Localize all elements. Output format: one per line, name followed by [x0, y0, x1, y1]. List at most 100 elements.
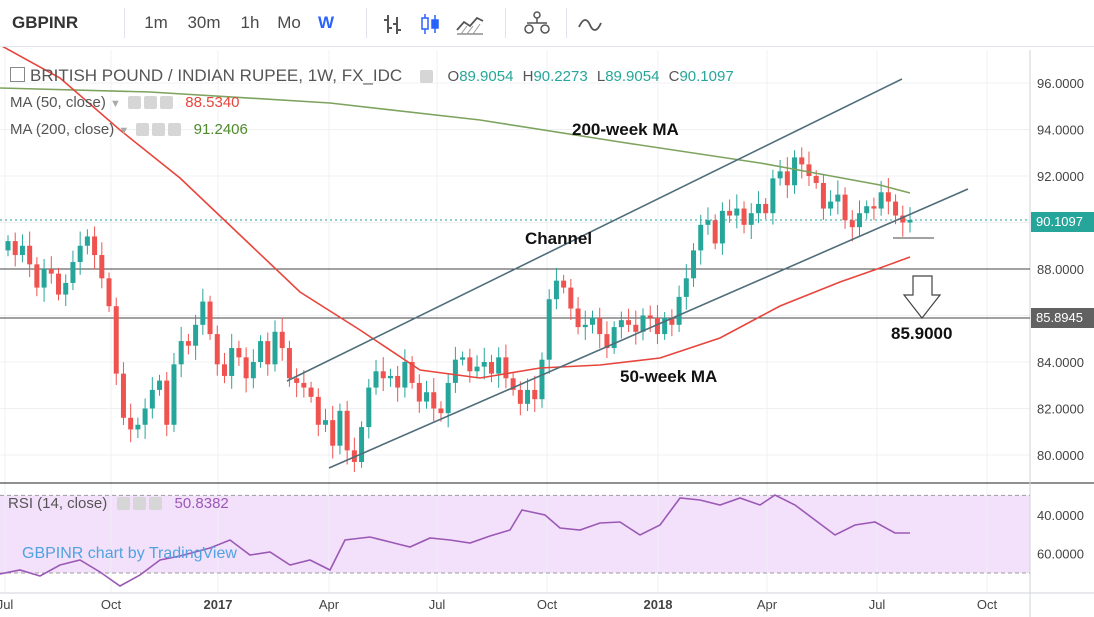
- ohlc-low-value: 89.9054: [605, 68, 660, 85]
- candle: [806, 151, 812, 186]
- interval-30m-button[interactable]: 30m: [187, 13, 221, 32]
- current-price-badge: 90.1097: [1031, 212, 1094, 232]
- candle-body: [34, 264, 40, 288]
- candle: [517, 381, 523, 416]
- y-tick-label: 96.0000: [1037, 76, 1084, 91]
- rsi-settings-icon[interactable]: [133, 497, 147, 510]
- candle-body: [344, 410, 350, 451]
- candle-body: [517, 389, 523, 404]
- interval-week-button[interactable]: W: [317, 13, 335, 32]
- candle: [63, 274, 69, 306]
- candle: [171, 352, 177, 432]
- compare-icon[interactable]: [521, 10, 553, 36]
- candle-body: [618, 320, 624, 328]
- candle-body: [438, 408, 444, 414]
- ma50-settings-icon[interactable]: [144, 96, 158, 109]
- candle-body: [481, 362, 487, 367]
- candle-body: [63, 282, 69, 295]
- chart-area[interactable]: Jul Oct 2017 Apr Jul Oct 2018 Apr Jul Oct 80.0000 8…: [0, 47, 1094, 617]
- candle: [409, 356, 415, 389]
- candle-body: [431, 392, 437, 409]
- candle-body: [467, 357, 473, 372]
- ma50-dropdown-icon[interactable]: ▼: [110, 98, 121, 110]
- candle-body: [243, 357, 249, 379]
- ma200-settings-icon[interactable]: [152, 123, 166, 136]
- candle-body: [5, 241, 11, 251]
- candle-body: [719, 210, 725, 244]
- candle: [871, 197, 877, 220]
- candle-body: [128, 417, 134, 430]
- rsi-close-icon[interactable]: [149, 497, 163, 510]
- candle: [128, 403, 134, 443]
- interval-1m-button[interactable]: 1m: [144, 13, 168, 32]
- candle-body: [286, 348, 292, 379]
- visibility-eye-icon[interactable]: [420, 70, 434, 83]
- x-tick-label: Jul: [0, 597, 13, 612]
- ma200-close-icon[interactable]: [168, 123, 182, 136]
- candle: [70, 250, 76, 291]
- candle-body: [669, 317, 675, 325]
- candle: [431, 378, 437, 422]
- candle: [481, 347, 487, 380]
- candle-body: [19, 245, 25, 256]
- candle-body: [106, 278, 112, 307]
- candle: [178, 326, 184, 378]
- bars-chart-icon[interactable]: [382, 11, 404, 37]
- candle: [149, 377, 155, 419]
- candle: [27, 231, 33, 278]
- channel-upper-line: [286, 78, 903, 382]
- ma200-eye-icon[interactable]: [136, 123, 150, 136]
- candle: [698, 214, 704, 265]
- candle: [597, 307, 603, 349]
- interval-1h-button[interactable]: 1h: [240, 13, 260, 32]
- area-chart-icon[interactable]: [455, 11, 485, 37]
- ma200-dropdown-icon[interactable]: ▼: [118, 125, 130, 137]
- candle: [755, 191, 761, 224]
- indicators-icon[interactable]: [577, 12, 603, 38]
- y-tick-label: 88.0000: [1037, 262, 1084, 277]
- candle-body: [792, 157, 798, 186]
- candle: [221, 352, 227, 384]
- candle: [265, 332, 271, 376]
- candle: [106, 272, 112, 313]
- candle-body: [604, 334, 610, 349]
- symbol-search-button[interactable]: GBPINR: [12, 13, 79, 32]
- candle-body: [200, 301, 206, 325]
- candle-body: [597, 317, 603, 335]
- candle: [142, 398, 148, 439]
- candle-body: [727, 210, 733, 216]
- candle: [41, 259, 47, 302]
- candle-body: [460, 357, 466, 360]
- candle-body: [611, 327, 617, 349]
- candle-body: [258, 341, 264, 362]
- rsi-tick-label: 60.0000: [1037, 547, 1084, 562]
- candle-body: [409, 362, 415, 383]
- candle: [604, 321, 610, 359]
- candle-body: [359, 427, 365, 462]
- candle: [885, 178, 891, 215]
- interval-month-button[interactable]: Mo: [277, 13, 301, 32]
- candle-body: [893, 201, 899, 216]
- candle-body: [387, 375, 393, 379]
- candle-body: [315, 396, 321, 425]
- candle: [626, 308, 632, 333]
- candle: [315, 388, 321, 437]
- ma50-legend: MA (50, close) ▼ 88.5340: [10, 94, 240, 111]
- candle-body: [373, 371, 379, 388]
- candle-body: [842, 194, 848, 221]
- legend-collapse-icon[interactable]: [10, 67, 25, 82]
- ma50-eye-icon[interactable]: [128, 96, 142, 109]
- candle: [763, 198, 769, 220]
- candle-body: [171, 364, 177, 425]
- candle-body: [806, 164, 812, 176]
- candles-chart-icon[interactable]: [418, 11, 442, 37]
- candle-body: [777, 171, 783, 179]
- x-tick-label: Oct: [101, 597, 122, 612]
- candle-body: [712, 220, 718, 244]
- rsi-eye-icon[interactable]: [117, 497, 131, 510]
- candle: [770, 169, 776, 225]
- ma50-close-icon[interactable]: [160, 96, 174, 109]
- candle-body: [445, 382, 451, 414]
- target-annotation: 85.9000: [891, 324, 953, 343]
- tradingview-watermark[interactable]: GBPINR chart by TradingView: [22, 545, 237, 562]
